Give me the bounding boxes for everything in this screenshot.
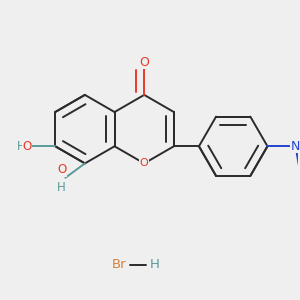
Text: Br: Br	[112, 258, 127, 271]
Text: H: H	[150, 258, 160, 271]
Text: N: N	[291, 140, 300, 153]
Text: H: H	[17, 140, 26, 153]
Text: O: O	[140, 158, 148, 168]
Text: O: O	[22, 140, 32, 153]
Text: O: O	[139, 56, 149, 69]
Text: O: O	[58, 163, 67, 176]
Text: H: H	[56, 181, 65, 194]
